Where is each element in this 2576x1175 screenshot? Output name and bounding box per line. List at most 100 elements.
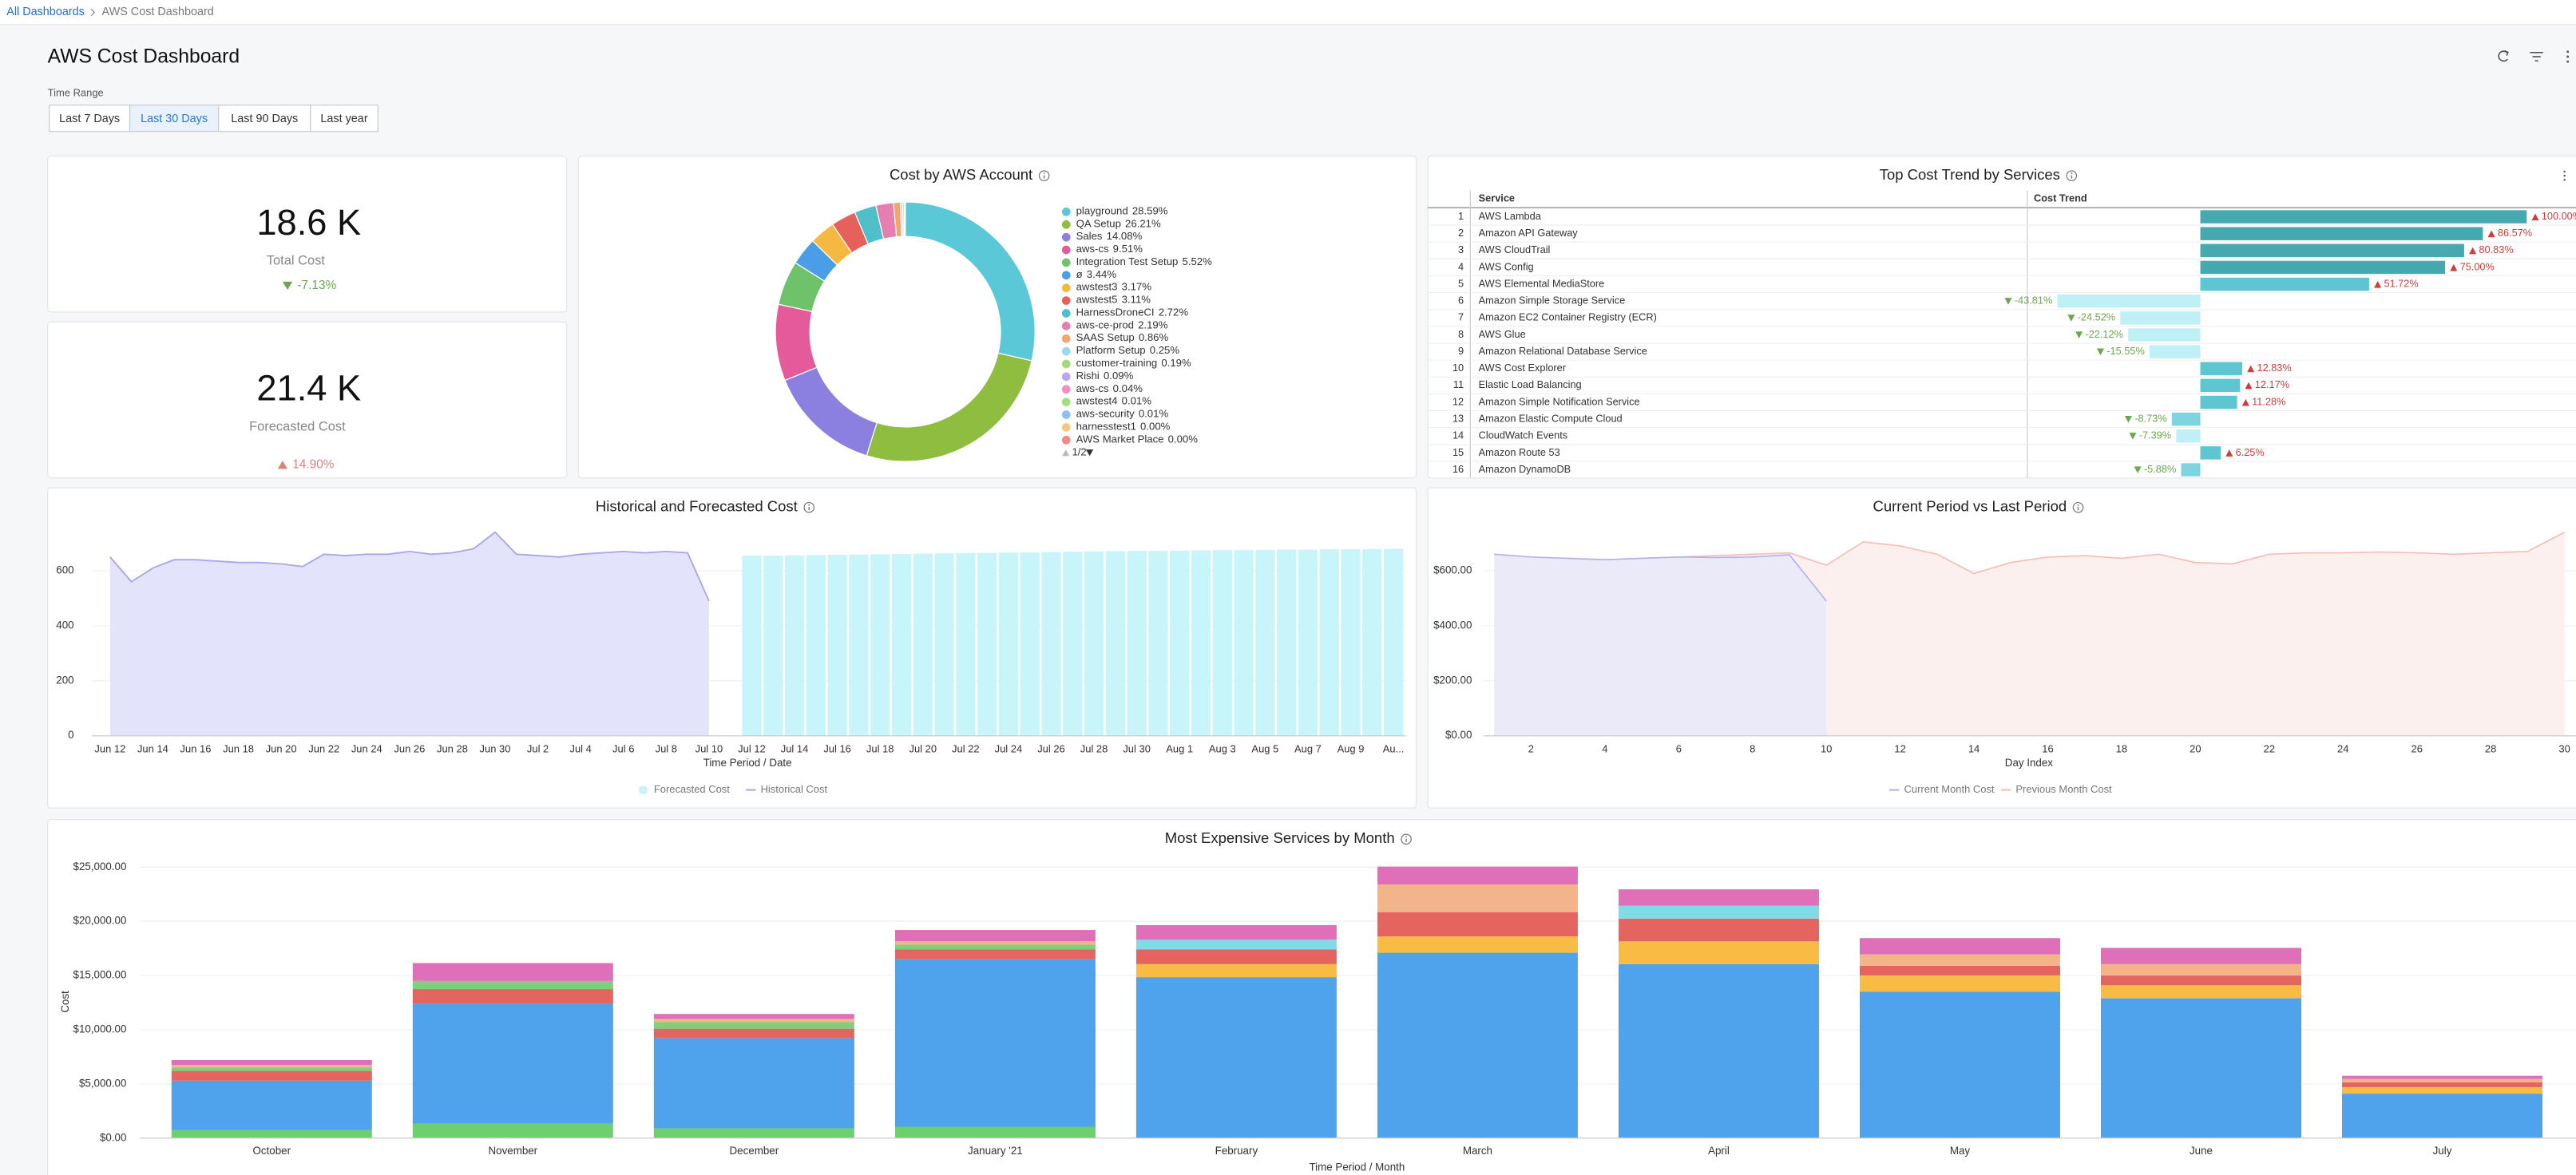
- legend-swatch: [1061, 271, 1071, 280]
- bar-segment: [894, 959, 1096, 1127]
- legend-name: HarnessDroneCI: [1076, 307, 1155, 318]
- legend-name: harnesstest1: [1076, 421, 1136, 433]
- x-tick-label: Au...: [1383, 743, 1405, 755]
- bar-segment: [171, 1130, 372, 1138]
- breadcrumb-current: AWS Cost Dashboard: [102, 6, 214, 18]
- time-range-button[interactable]: Last 90 Days: [218, 105, 311, 133]
- button-label: Last year: [320, 113, 367, 125]
- legend-value: 2.19%: [1138, 319, 1168, 331]
- trend-bar: [2200, 277, 2369, 291]
- bar-segment: [171, 1060, 372, 1066]
- info-icon[interactable]: [2072, 501, 2084, 513]
- time-range-button[interactable]: Last 7 Days: [49, 105, 131, 133]
- legend-label: aws-cs 0.04%: [1076, 382, 1143, 394]
- bar-segment: [171, 1067, 372, 1071]
- legend-label: Integration Test Setup 5.52%: [1076, 255, 1213, 267]
- menu-dot: [2566, 50, 2570, 53]
- x-tick-label: Jul 6: [612, 743, 634, 755]
- legend-swatch: [639, 785, 648, 794]
- bar-segment: [1377, 912, 1578, 937]
- legend-value: 3.17%: [1122, 281, 1152, 293]
- info-icon[interactable]: [803, 501, 815, 513]
- legend-name: aws-ce-prod: [1076, 319, 1134, 331]
- trend-down-icon: [282, 281, 293, 291]
- row-rank: 8: [1458, 328, 1464, 340]
- card-menu-icon[interactable]: [2563, 170, 2566, 181]
- trend-down-icon: [2096, 348, 2105, 356]
- trend-label: 6.25%: [2236, 446, 2265, 458]
- filter-icon[interactable]: [2530, 52, 2543, 61]
- trend-up-icon: [2247, 365, 2255, 373]
- x-tick-label: 16: [2042, 743, 2053, 755]
- info-icon[interactable]: [2066, 170, 2078, 181]
- legend-label: Forecasted Cost: [654, 783, 730, 795]
- trend-bar: [2200, 243, 2464, 258]
- bar-segment: [894, 949, 1096, 959]
- trend-bar: [2120, 311, 2201, 325]
- row-rank: 2: [1458, 227, 1464, 239]
- legend-swatch: [1061, 208, 1071, 216]
- x-tick-label: 18: [2116, 743, 2127, 755]
- refresh-arc: [2498, 50, 2508, 62]
- info-dot: [2071, 172, 2073, 174]
- legend-value: 2.72%: [1159, 307, 1189, 318]
- kpi-value: 18.6 K: [256, 202, 361, 243]
- legend-label: Previous Month Cost: [2015, 783, 2112, 795]
- bar: [1063, 552, 1083, 736]
- x-tick-label: Jun 28: [437, 743, 468, 755]
- info-icon[interactable]: [1038, 170, 1050, 181]
- legend-name: awstest4: [1076, 395, 1118, 407]
- service-name: Amazon Simple Storage Service: [1479, 295, 1626, 307]
- legend-page-next[interactable]: [1085, 449, 1094, 457]
- bar-segment: [2342, 1082, 2543, 1087]
- trend-label: -5.88%: [2144, 463, 2176, 475]
- info-ring: [2072, 501, 2084, 513]
- column-header: Cost Trend: [2034, 192, 2087, 204]
- legend-value: 3.44%: [1087, 268, 1117, 280]
- x-tick-label: April: [1708, 1145, 1730, 1157]
- bar-segment: [894, 1126, 1096, 1138]
- legend-value: 14.08%: [1107, 231, 1143, 243]
- menu-icon[interactable]: [2566, 50, 2570, 63]
- kpi-change: -7.13%: [297, 279, 336, 292]
- trend-up-icon: [2487, 230, 2495, 238]
- legend-swatch: [1061, 398, 1071, 406]
- service-name: Amazon Elastic Compute Cloud: [1479, 413, 1623, 425]
- bar: [1148, 551, 1168, 736]
- breadcrumb-link[interactable]: All Dashboards: [6, 6, 85, 18]
- bar: [956, 552, 976, 736]
- bar: [1127, 551, 1147, 736]
- info-icon[interactable]: [1401, 833, 1412, 845]
- x-axis-label: Time Period / Date: [703, 757, 792, 769]
- legend-page-prev[interactable]: [1062, 449, 1070, 457]
- row-rank: 11: [1453, 378, 1464, 390]
- bar-segment: [1859, 975, 2060, 992]
- time-range-button[interactable]: Last year: [310, 105, 378, 133]
- trend-label: -24.52%: [2078, 311, 2116, 323]
- bar-segment: [1377, 936, 1578, 953]
- legend-swatch: [1061, 258, 1071, 267]
- legend-swatch: [1061, 232, 1071, 242]
- refresh-icon[interactable]: [2498, 50, 2509, 62]
- service-name: Amazon EC2 Container Registry (ECR): [1479, 311, 1657, 323]
- x-tick-label: November: [489, 1145, 538, 1157]
- time-range-button[interactable]: Last 30 Days: [129, 105, 220, 133]
- x-tick-label: 24: [2337, 743, 2348, 755]
- bar-segment: [171, 1065, 372, 1068]
- legend-swatch: [1061, 410, 1071, 419]
- legend-label: awstest5 3.11%: [1076, 294, 1151, 306]
- bar-segment: [2100, 948, 2301, 964]
- legend-name: AWS Market Place: [1076, 433, 1164, 445]
- y-tick-label: $20,000.00: [73, 915, 127, 927]
- bar-segment: [1618, 905, 1819, 919]
- service-name: AWS Config: [1479, 260, 1534, 272]
- page-title: AWS Cost Dashboard: [48, 46, 240, 68]
- bar-segment: [894, 941, 1096, 945]
- bar-segment: [412, 963, 613, 981]
- trend-up-icon: [2241, 398, 2249, 406]
- x-tick-label: Jun 16: [180, 743, 212, 755]
- service-name: Amazon API Gateway: [1479, 227, 1579, 239]
- legend-swatch: [1061, 334, 1071, 343]
- y-axis-label: Cost: [59, 991, 71, 1013]
- trend-bar: [2200, 378, 2241, 393]
